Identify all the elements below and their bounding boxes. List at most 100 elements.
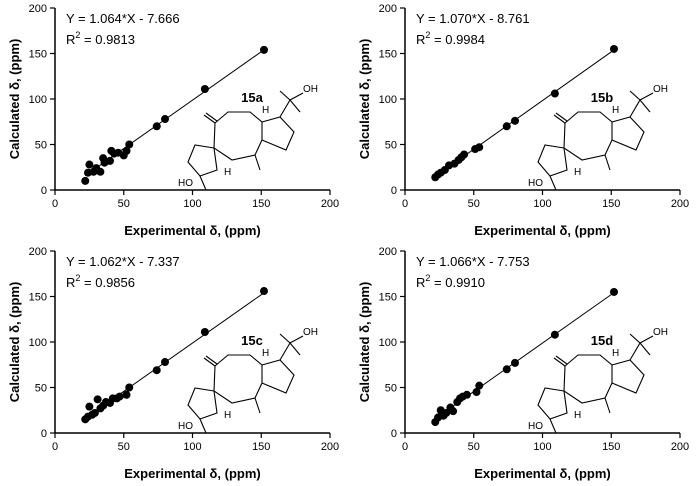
x-tick-label: 200	[321, 198, 339, 210]
chemical-structure	[187, 333, 304, 434]
structure-ho-label: HO	[178, 421, 193, 432]
x-axis-title: Experimental δ, (ppm)	[474, 466, 610, 481]
structure-h-label: H	[612, 105, 619, 116]
r-squared-r: R	[66, 32, 75, 47]
data-point	[502, 122, 511, 131]
structure-bond	[205, 355, 218, 365]
structure-bond	[187, 387, 218, 420]
y-tick-label: 200	[29, 246, 47, 258]
chemical-structure	[537, 90, 654, 191]
x-tick-label: 50	[118, 198, 130, 210]
structure-bond	[279, 90, 291, 101]
r-squared-label: R2 = 0.9813	[66, 30, 135, 47]
y-tick-label: 0	[391, 428, 397, 440]
compound-label: 15c	[241, 333, 263, 348]
structure-bond	[555, 355, 568, 365]
x-axis-title: Experimental δ, (ppm)	[124, 223, 260, 238]
structure-bond	[203, 357, 216, 367]
structure-oh-label: OH	[303, 84, 318, 95]
structure-h-label: H	[612, 348, 619, 359]
structure-h-label: H	[224, 167, 231, 178]
x-tick-label: 100	[533, 198, 551, 210]
data-point	[125, 383, 134, 392]
data-point	[610, 287, 618, 296]
structure-bond	[279, 333, 291, 344]
structure-bond	[187, 144, 218, 177]
regression-equation: Y = 1.070*X - 8.761	[416, 11, 530, 26]
y-tick-label: 0	[41, 185, 47, 197]
x-tick-label: 0	[402, 441, 408, 453]
r-squared-value: = 0.9910	[430, 275, 485, 290]
structure-bond	[639, 342, 651, 356]
x-tick-label: 150	[252, 198, 270, 210]
structure-bond	[199, 418, 207, 434]
r-squared-value: = 0.9856	[80, 275, 135, 290]
data-point	[460, 150, 469, 159]
structure-bond	[289, 99, 301, 113]
y-tick-label: 150	[29, 292, 47, 304]
regression-equation: Y = 1.062*X - 7.337	[66, 254, 180, 269]
structure-bond	[553, 357, 566, 367]
structure-bond	[279, 99, 291, 118]
x-tick-label: 0	[52, 198, 58, 210]
x-tick-label: 200	[321, 441, 339, 453]
structure-h-label: H	[574, 167, 581, 178]
structure-bond	[611, 116, 645, 151]
data-point	[122, 390, 131, 399]
x-tick-label: 200	[671, 441, 689, 453]
data-point	[511, 116, 519, 125]
x-tick-label: 0	[402, 198, 408, 210]
r-squared-superscript: 2	[75, 30, 80, 40]
data-point	[152, 122, 161, 131]
data-point	[90, 408, 99, 417]
structure-ho-label: HO	[528, 178, 543, 189]
y-tick-label: 100	[379, 337, 397, 349]
y-tick-label: 150	[29, 49, 47, 61]
chemical-structure	[537, 333, 654, 434]
y-axis-title: Calculated δ, (ppm)	[357, 282, 372, 403]
chart-panel-15c: 0 50 100 150 200 0 50 100 150 200 Experimental δ, …	[0, 243, 350, 486]
y-tick-label: 200	[379, 3, 397, 15]
r-squared-superscript: 2	[75, 273, 80, 283]
structure-h-label: H	[262, 348, 269, 359]
structure-bond	[604, 154, 611, 171]
data-point	[93, 395, 102, 404]
r-squared-superscript: 2	[425, 273, 430, 283]
y-tick-label: 100	[29, 94, 47, 106]
data-point	[200, 84, 209, 93]
structure-bond	[254, 397, 261, 414]
r-squared-label: R2 = 0.9856	[66, 273, 135, 290]
structure-oh-label: OH	[653, 327, 668, 338]
structure-bond	[563, 111, 613, 161]
regression-equation: Y = 1.064*X - 7.666	[66, 11, 180, 26]
data-point	[85, 402, 94, 411]
structure-bond	[289, 92, 304, 101]
chart-svg: 0 50 100 150 200 0 50 100 150 200 Experimental δ, …	[357, 3, 689, 238]
y-tick-label: 150	[379, 49, 397, 61]
y-tick-label: 100	[379, 94, 397, 106]
r-squared-superscript: 2	[425, 30, 430, 40]
structure-oh-label: OH	[653, 84, 668, 95]
data-point	[610, 44, 618, 53]
structure-bond	[549, 418, 557, 434]
structure-bond	[261, 359, 295, 394]
structure-h-label: H	[262, 105, 269, 116]
y-tick-label: 150	[379, 292, 397, 304]
x-tick-label: 100	[183, 441, 201, 453]
data-point	[260, 287, 268, 296]
structure-bond	[205, 112, 218, 122]
compound-label: 15a	[241, 90, 263, 105]
structure-bond	[549, 175, 557, 191]
structure-bond	[199, 175, 207, 191]
structure-bond	[254, 154, 261, 171]
structure-bond	[289, 335, 304, 344]
y-tick-label: 0	[391, 185, 397, 197]
data-point	[475, 143, 484, 152]
data-point	[106, 156, 114, 165]
y-tick-label: 200	[379, 246, 397, 258]
structure-bond	[629, 99, 641, 118]
structure-bond	[629, 90, 641, 101]
r-squared-r: R	[416, 32, 425, 47]
data-point	[511, 358, 519, 367]
structure-h-label: H	[224, 410, 231, 421]
